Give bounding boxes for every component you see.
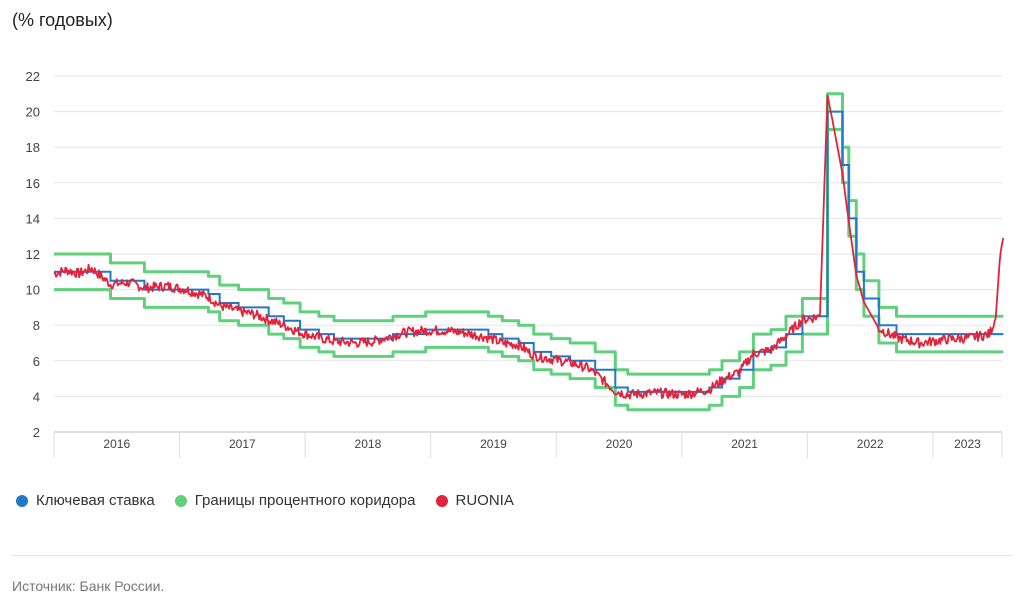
- y-tick-label-20: 20: [26, 105, 40, 120]
- legend-item-ruonia[interactable]: RUONIA: [435, 492, 514, 509]
- source-note: Источник: Банк России.: [12, 578, 165, 594]
- y-tick-label-16: 16: [26, 176, 40, 191]
- legend-label-ruonia: RUONIA: [455, 492, 514, 509]
- y-tick-label-2: 2: [33, 425, 40, 440]
- legend: Ключевая ставка Границы процентного кори…: [16, 492, 514, 509]
- legend-marker-corridor: [174, 494, 187, 507]
- x-tick-label-2018: 2018: [355, 437, 382, 451]
- legend-item-corridor[interactable]: Границы процентного коридора: [174, 492, 416, 509]
- y-tick-label-18: 18: [26, 140, 40, 155]
- legend-label-corridor: Границы процентного коридора: [194, 492, 416, 509]
- x-tick-label-2017: 2017: [229, 437, 256, 451]
- x-tick-label-2021: 2021: [731, 437, 758, 451]
- series-line-corridor-upper: [54, 92, 1004, 376]
- y-tick-label-10: 10: [26, 283, 40, 298]
- y-tick-label-8: 8: [33, 318, 40, 333]
- footer-divider: [12, 555, 1012, 556]
- legend-marker-key-rate: [16, 494, 28, 507]
- x-tick-label-2020: 2020: [606, 437, 633, 451]
- series-line-ruonia: [53, 94, 1005, 400]
- x-tick-label-2023: 2023: [954, 437, 981, 451]
- x-tick-label-2016: 2016: [103, 437, 130, 451]
- series-line-corridor-lower: [54, 127, 1004, 412]
- x-tick-label-2019: 2019: [480, 437, 507, 451]
- y-tick-label-4: 4: [33, 389, 40, 404]
- legend-marker-ruonia: [435, 494, 448, 507]
- x-tick-label-2022: 2022: [857, 437, 884, 451]
- y-tick-label-22: 22: [26, 69, 40, 84]
- legend-label-key-rate: Ключевая ставка: [36, 492, 155, 509]
- y-tick-label-12: 12: [26, 247, 40, 262]
- y-axis-unit-label: (% годовых): [12, 10, 113, 30]
- legend-item-key-rate[interactable]: Ключевая ставка: [16, 492, 155, 509]
- y-tick-label-14: 14: [26, 211, 40, 226]
- y-tick-label-6: 6: [33, 354, 40, 369]
